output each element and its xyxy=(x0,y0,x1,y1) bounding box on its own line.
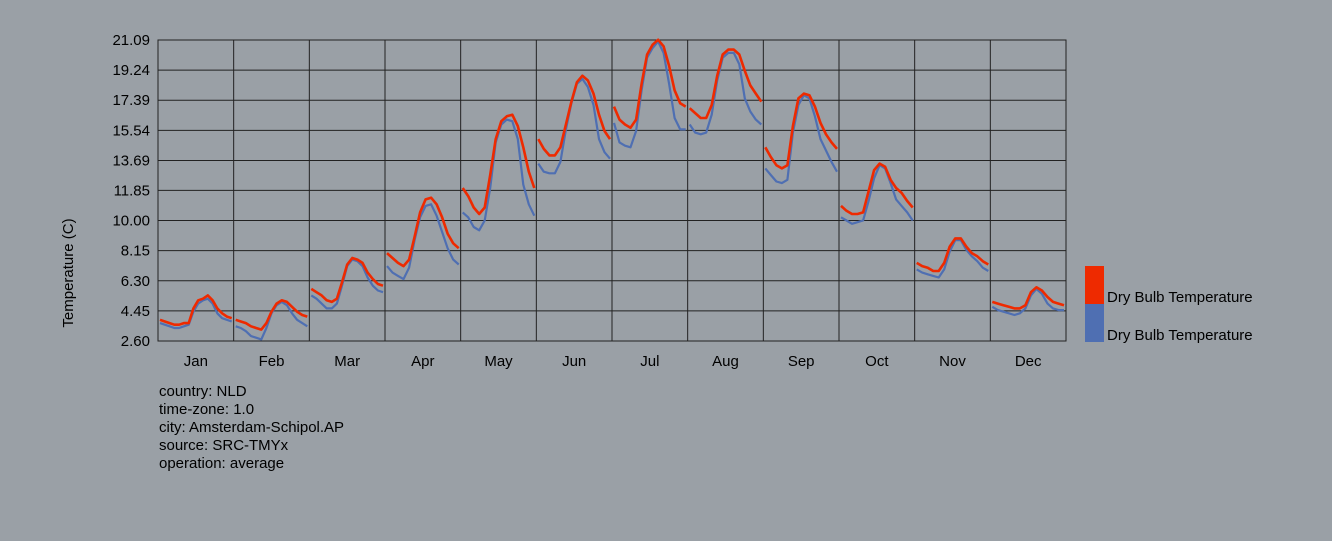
legend-label: Dry Bulb Temperature xyxy=(1107,289,1253,306)
series-line-segment xyxy=(235,298,308,331)
chart-legend: Dry Bulb Temperature Dry Bulb Temperature xyxy=(1085,266,1253,344)
x-tick-label: Dec xyxy=(1015,353,1042,370)
info-city: city: Amsterdam-Schipol.AP xyxy=(159,419,345,436)
x-tick-label: Nov xyxy=(939,353,966,370)
series-line-segment xyxy=(840,164,914,225)
chart-grid xyxy=(157,39,1067,342)
legend-swatch xyxy=(1085,304,1104,342)
series-line-segment xyxy=(386,203,460,281)
y-tick-label: 2.60 xyxy=(121,333,150,350)
series-line-segment xyxy=(991,285,1065,310)
series-line-segment xyxy=(688,48,763,120)
series-line-segment xyxy=(612,40,686,149)
x-tick-label: Aug xyxy=(712,353,739,370)
legend-label: Dry Bulb Temperature xyxy=(1107,327,1253,344)
series-line-segment xyxy=(764,94,838,185)
x-tick-label: Sep xyxy=(788,353,815,370)
y-tick-label: 10.00 xyxy=(112,213,150,230)
series-line-segment xyxy=(916,239,989,279)
series-line-segment xyxy=(159,297,233,330)
series-line-segment xyxy=(235,300,308,341)
y-tick-label: 4.45 xyxy=(121,303,150,320)
series-line-segment xyxy=(310,256,384,304)
info-operation: operation: average xyxy=(159,455,285,472)
x-tick-label: Jun xyxy=(562,353,586,370)
series-line-segment xyxy=(612,38,687,129)
y-tick-label: 19.24 xyxy=(112,62,150,79)
x-tick-label: May xyxy=(484,353,513,370)
series-line-segment xyxy=(386,196,460,268)
x-tick-label: Mar xyxy=(334,353,360,370)
series-line-segment xyxy=(916,237,989,273)
x-tick-label: Feb xyxy=(259,353,285,370)
series-red xyxy=(159,38,1065,331)
y-tick-label: 11.85 xyxy=(114,182,150,199)
info-timezone: time-zone: 1.0 xyxy=(159,401,255,418)
series-line-segment xyxy=(537,74,612,157)
x-tick-label: Jan xyxy=(184,353,208,370)
legend-swatch xyxy=(1085,266,1104,304)
series-line-segment xyxy=(159,294,233,327)
x-tick-label: Apr xyxy=(411,353,434,370)
y-tick-label: 6.30 xyxy=(121,273,150,290)
y-tick-label: 17.39 xyxy=(112,92,150,109)
y-tick-label: 13.69 xyxy=(112,152,150,169)
series-line-segment xyxy=(840,162,914,216)
series-line-segment xyxy=(461,113,536,216)
y-tick-label: 21.09 xyxy=(112,32,150,49)
y-tick-label: 15.54 xyxy=(112,122,150,139)
y-axis-label: Temperature (C) xyxy=(60,218,77,327)
y-axis-ticks: 21.09 19.24 17.39 15.54 13.69 11.85 10.00 8.15 6… xyxy=(112,32,150,350)
chart-series xyxy=(159,38,1065,341)
x-tick-label: Jul xyxy=(640,353,659,370)
x-axis-ticks: Jan Feb Mar Apr May Jun Jul Aug Sep Oct Nov Dec xyxy=(184,353,1042,370)
series-line-segment xyxy=(688,51,763,136)
info-source: source: SRC-TMYx xyxy=(159,437,289,454)
x-tick-label: Oct xyxy=(865,353,889,370)
location-info: country: NLD time-zone: 1.0 city: Amster… xyxy=(159,383,344,473)
info-country: country: NLD xyxy=(159,383,247,400)
series-line-segment xyxy=(764,92,838,170)
y-tick-label: 8.15 xyxy=(121,243,150,260)
series-line-segment xyxy=(461,118,536,232)
